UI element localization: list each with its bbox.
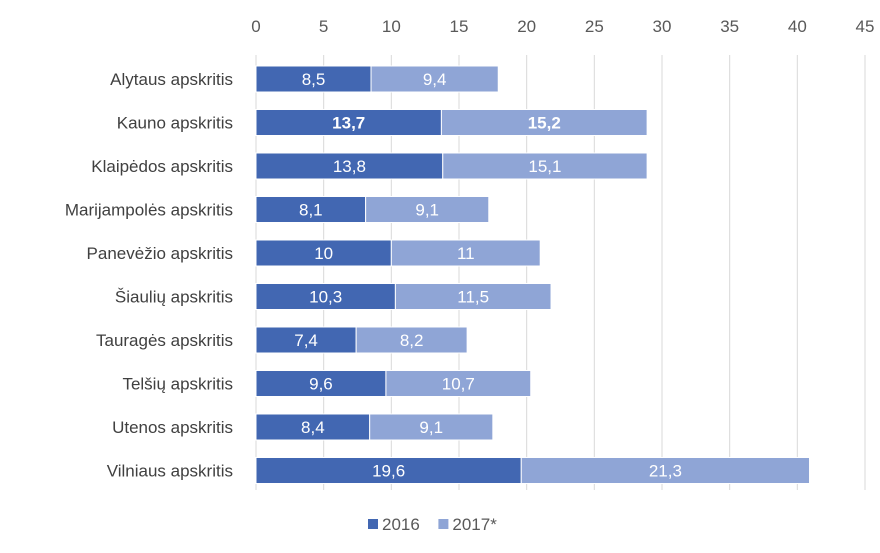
legend-label: 2017* bbox=[452, 515, 497, 534]
x-tick-label: 5 bbox=[319, 17, 328, 36]
category-label: Telšių apskritis bbox=[122, 375, 233, 394]
data-label: 8,2 bbox=[400, 331, 424, 350]
category-label: Šiaulių apskritis bbox=[115, 288, 233, 307]
bar-2017-1 bbox=[440, 109, 648, 136]
data-label: 8,1 bbox=[299, 201, 323, 220]
data-label: 9,4 bbox=[423, 70, 447, 89]
category-label: Panevėžio apskritis bbox=[87, 244, 233, 263]
category-label: Utenos apskritis bbox=[112, 418, 233, 437]
bar-2017-3 bbox=[365, 196, 490, 223]
data-label: 11 bbox=[457, 244, 475, 263]
bar-2017-7 bbox=[385, 370, 532, 397]
bar-2017-0 bbox=[370, 65, 499, 93]
data-label: 8,4 bbox=[301, 418, 325, 437]
bar-2017-4 bbox=[390, 239, 541, 267]
category-label: Tauragės apskritis bbox=[96, 331, 233, 350]
data-label: 13,8 bbox=[333, 157, 366, 176]
data-label: 15,1 bbox=[528, 157, 561, 176]
legend-label: 2016 bbox=[382, 515, 420, 534]
bar-2016-8 bbox=[255, 413, 371, 441]
legend: 2016 2017* bbox=[368, 515, 497, 534]
legend-swatch bbox=[438, 519, 449, 529]
category-label: Alytaus apskritis bbox=[110, 70, 233, 89]
x-tick-label: 45 bbox=[856, 17, 875, 36]
data-label: 7,4 bbox=[294, 331, 318, 350]
bar-2016-5 bbox=[255, 283, 396, 310]
category-label: Klaipėdos apskritis bbox=[91, 157, 233, 176]
data-labels: 8,5 9,4 13,7 15,2 13,8 15,1 8,1 9,1 10 11 10,3 11,5… bbox=[294, 70, 682, 481]
bar-2017-6 bbox=[355, 326, 468, 354]
data-label: 13,7 bbox=[332, 114, 365, 133]
data-label: 9,1 bbox=[415, 201, 439, 220]
category-label: Kauno apskritis bbox=[117, 114, 233, 133]
bar-2017-9 bbox=[520, 457, 811, 484]
bar-2016-3 bbox=[255, 196, 367, 223]
x-tick-label: 10 bbox=[382, 17, 401, 36]
bars bbox=[255, 65, 811, 484]
bar-2016-2 bbox=[255, 152, 444, 180]
data-label: 21,3 bbox=[649, 462, 682, 481]
bar-2016-6 bbox=[255, 326, 357, 354]
data-label: 19,6 bbox=[372, 462, 405, 481]
data-label: 9,1 bbox=[419, 418, 443, 437]
category-label: Vilniaus apskritis bbox=[107, 462, 233, 481]
data-label: 10,3 bbox=[309, 288, 342, 307]
x-tick-label: 0 bbox=[251, 17, 260, 36]
data-label: 8,5 bbox=[302, 70, 326, 89]
bar-2016-7 bbox=[255, 370, 387, 397]
category-labels: Alytaus apskritis Kauno apskritis Klaipėdo… bbox=[65, 70, 233, 481]
data-label: 10,7 bbox=[442, 375, 475, 394]
bar-2016-1 bbox=[255, 109, 442, 136]
bar-2017-2 bbox=[442, 152, 648, 180]
data-label: 15,2 bbox=[528, 114, 561, 133]
data-label: 9,6 bbox=[309, 375, 333, 394]
bar-2016-4 bbox=[255, 239, 392, 267]
bar-2017-5 bbox=[394, 283, 552, 310]
category-label: Marijampolės apskritis bbox=[65, 201, 233, 220]
bar-2017-8 bbox=[369, 413, 494, 441]
x-tick-label: 35 bbox=[720, 17, 739, 36]
data-label: 11,5 bbox=[457, 288, 489, 307]
bar-2016-9 bbox=[255, 457, 522, 484]
x-tick-label: 40 bbox=[788, 17, 807, 36]
legend-swatch bbox=[368, 519, 378, 529]
x-tick-label: 15 bbox=[450, 17, 469, 36]
data-label: 10 bbox=[314, 244, 333, 263]
x-tick-label: 30 bbox=[653, 17, 672, 36]
x-tick-label: 20 bbox=[517, 17, 536, 36]
x-tick-label: 25 bbox=[585, 17, 604, 36]
x-axis-ticks: 0 5 10 15 20 25 30 35 40 45 bbox=[251, 17, 874, 36]
